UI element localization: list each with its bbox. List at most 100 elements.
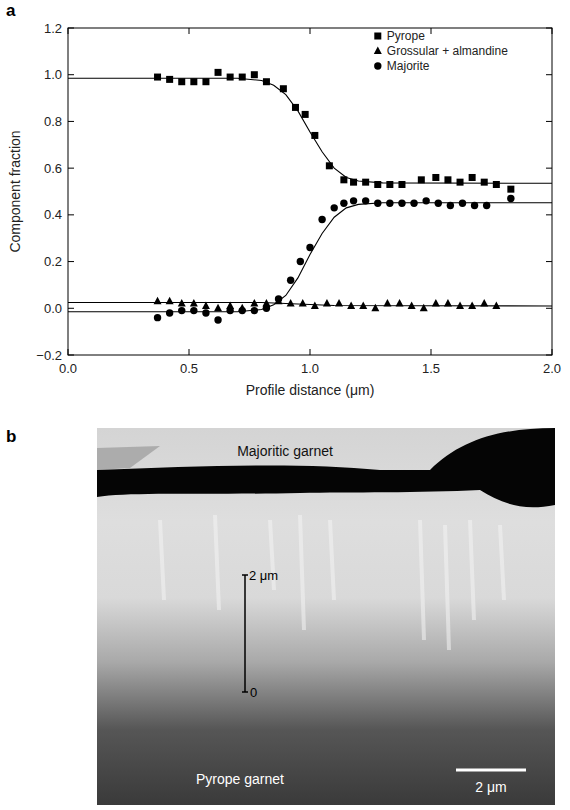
data-point [359,301,367,309]
y-tick [68,74,74,75]
y-tick-right [546,168,552,169]
y-tick-label: 0.4 [44,207,62,222]
x-tick-label: 0.0 [59,361,77,376]
y-tick-right [546,121,552,122]
x-tick-top [552,28,553,34]
legend-marker [374,62,381,69]
data-point [471,202,478,209]
fit-line [68,302,552,306]
data-point [326,162,333,169]
legend: PyropeGrossular + almandineMajorite [374,29,508,73]
data-point [408,301,416,309]
data-point [507,195,514,202]
x-tick [189,349,190,355]
data-point [410,199,417,206]
data-point [469,174,476,181]
scale-bar [456,769,526,772]
data-point [318,216,325,223]
streak [420,520,424,640]
data-point [202,301,210,309]
panel-b: bMajoritic garnetPyrope garnet2 μm02 μm [0,420,570,810]
data-point [178,299,186,307]
streak [445,525,449,650]
data-point [371,304,379,312]
region-label: Majoritic garnet [237,443,333,459]
data-point [297,258,304,265]
data-point [263,305,270,312]
data-point [227,74,234,81]
data-point [311,301,319,309]
data-point [435,199,442,206]
panel-label: b [6,427,16,446]
data-point [422,197,429,204]
streak [470,520,474,620]
y-tick-right [546,308,552,309]
y-tick-right [546,355,552,356]
y-tick [68,355,74,356]
dark-patch [97,446,160,470]
data-point [239,307,246,314]
data-point [287,277,294,284]
data-point [457,179,464,186]
y-tick-right [546,214,552,215]
data-point [447,202,454,209]
data-point [166,297,174,305]
data-point [275,295,282,302]
data-point [493,181,500,188]
data-point [226,307,233,314]
y-tick-right [546,74,552,75]
plot-marks [68,69,552,324]
data-point [456,301,464,309]
streak [160,520,164,600]
panel-label: a [6,1,16,20]
data-point [178,78,185,85]
data-point [386,199,393,206]
data-point [444,176,451,183]
profile-cap [242,574,248,576]
streak [500,525,504,600]
x-tick-label: 0.5 [180,361,198,376]
data-point [340,176,347,183]
data-point [251,71,258,78]
y-tick [68,214,74,215]
x-tick-label: 2.0 [543,361,561,376]
data-point [468,301,476,309]
data-point [383,299,391,307]
data-point [178,307,185,314]
x-tick-label: 1.0 [301,361,319,376]
y-tick [68,308,74,309]
data-point [190,307,197,314]
data-point [398,181,405,188]
data-point [302,111,309,118]
data-point [481,179,488,186]
x-tick-top [431,28,432,34]
y-tick-label: 1.2 [44,21,62,36]
data-point [362,197,369,204]
profile-cap [242,691,248,693]
data-point [154,297,162,305]
data-point [507,186,514,193]
legend-marker [374,47,382,55]
y-tick-right [546,261,552,262]
data-point [362,179,369,186]
data-point [331,204,338,211]
panel-a: a0.00.51.01.52.0−0.20.00.20.40.60.81.01.… [0,0,570,420]
data-point [214,304,222,312]
scale-bar-label: 2 μm [475,779,506,795]
data-point [306,244,313,251]
data-point [432,174,439,181]
y-tick-label: 1.0 [44,67,62,82]
data-point [292,104,299,111]
crack [97,428,555,507]
legend-marker [374,33,381,40]
fit-line [68,78,552,183]
data-point [214,316,221,323]
legend-label: Grossular + almandine [387,44,508,58]
profile-label: 2 μm [249,568,278,583]
data-point [374,181,381,188]
profile-label: 0 [250,685,257,700]
data-point [398,199,405,206]
x-axis-title: Profile distance (μm) [246,382,375,398]
data-point [311,132,318,139]
streak [215,515,219,610]
